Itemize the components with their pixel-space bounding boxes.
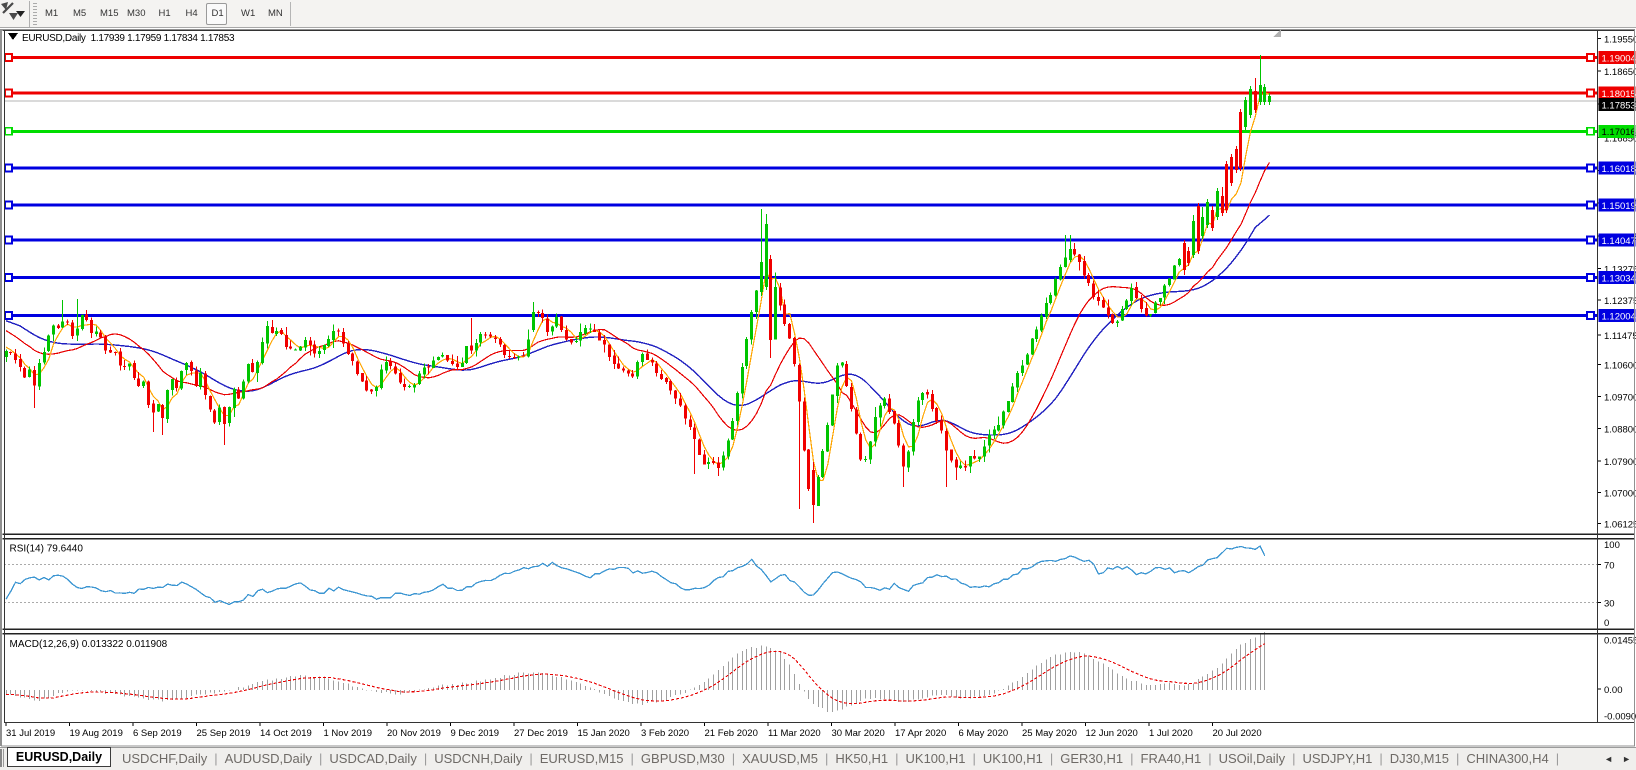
svg-text:1.07000: 1.07000 bbox=[1604, 489, 1636, 500]
svg-text:6 May 2020: 6 May 2020 bbox=[959, 728, 1009, 739]
svg-text:1.16018: 1.16018 bbox=[1602, 164, 1636, 175]
svg-text:1 Nov 2019: 1 Nov 2019 bbox=[324, 728, 373, 739]
svg-text:1.10600: 1.10600 bbox=[1604, 361, 1636, 372]
svg-text:20 Jul 2020: 20 Jul 2020 bbox=[1213, 728, 1262, 739]
svg-text:14 Oct 2019: 14 Oct 2019 bbox=[260, 728, 312, 739]
svg-text:31 Jul 2019: 31 Jul 2019 bbox=[6, 728, 55, 739]
svg-text:25 Sep 2019: 25 Sep 2019 bbox=[197, 728, 251, 739]
svg-text:0.014558: 0.014558 bbox=[1604, 636, 1636, 647]
svg-text:0: 0 bbox=[1604, 618, 1609, 629]
svg-text:1.12375: 1.12375 bbox=[1604, 296, 1636, 307]
svg-text:1.15019: 1.15019 bbox=[1602, 201, 1636, 212]
svg-text:30: 30 bbox=[1604, 599, 1615, 610]
svg-text:1 Jul 2020: 1 Jul 2020 bbox=[1149, 728, 1193, 739]
svg-text:RSI(14) 79.6440: RSI(14) 79.6440 bbox=[10, 544, 84, 555]
svg-text:19 Aug 2019: 19 Aug 2019 bbox=[70, 728, 123, 739]
svg-text:12 Jun 2020: 12 Jun 2020 bbox=[1086, 728, 1138, 739]
svg-text:1.09700: 1.09700 bbox=[1604, 393, 1636, 404]
svg-text:27 Dec 2019: 27 Dec 2019 bbox=[514, 728, 568, 739]
svg-text:-0.00900: -0.00900 bbox=[1604, 711, 1636, 722]
svg-text:1.14047: 1.14047 bbox=[1602, 236, 1636, 247]
svg-text:30 Mar 2020: 30 Mar 2020 bbox=[832, 728, 885, 739]
svg-text:15 Jan 2020: 15 Jan 2020 bbox=[578, 728, 630, 739]
svg-text:100: 100 bbox=[1604, 540, 1620, 551]
svg-text:1.13034: 1.13034 bbox=[1602, 273, 1636, 284]
svg-text:1.16850: 1.16850 bbox=[1604, 134, 1636, 145]
svg-text:MACD(12,26,9) 0.013322 0.01190: MACD(12,26,9) 0.013322 0.011908 bbox=[10, 639, 168, 650]
svg-text:1.17016: 1.17016 bbox=[1602, 127, 1636, 138]
svg-text:1.08800: 1.08800 bbox=[1604, 425, 1636, 436]
svg-text:6 Sep 2019: 6 Sep 2019 bbox=[133, 728, 182, 739]
svg-text:0.00: 0.00 bbox=[1604, 685, 1623, 696]
svg-text:1.19550: 1.19550 bbox=[1604, 35, 1636, 46]
svg-text:17 Apr 2020: 17 Apr 2020 bbox=[895, 728, 946, 739]
svg-text:1.06125: 1.06125 bbox=[1604, 520, 1636, 531]
svg-text:11 Mar 2020: 11 Mar 2020 bbox=[768, 728, 821, 739]
svg-text:25 May 2020: 25 May 2020 bbox=[1022, 728, 1077, 739]
svg-text:1.17853: 1.17853 bbox=[1602, 100, 1636, 111]
svg-text:1.18650: 1.18650 bbox=[1604, 67, 1636, 78]
svg-text:70: 70 bbox=[1604, 561, 1615, 572]
svg-text:1.18015: 1.18015 bbox=[1602, 89, 1636, 100]
svg-text:3 Feb 2020: 3 Feb 2020 bbox=[641, 728, 689, 739]
svg-text:1.11475: 1.11475 bbox=[1604, 331, 1636, 342]
svg-text:1.07900: 1.07900 bbox=[1604, 457, 1636, 468]
svg-text:1.12004: 1.12004 bbox=[1602, 311, 1636, 322]
svg-text:20 Nov 2019: 20 Nov 2019 bbox=[387, 728, 441, 739]
svg-text:9 Dec 2019: 9 Dec 2019 bbox=[451, 728, 500, 739]
svg-text:1.13275: 1.13275 bbox=[1604, 265, 1636, 276]
svg-text:21 Feb 2020: 21 Feb 2020 bbox=[705, 728, 758, 739]
svg-text:EURUSD,Daily 1.17939 1.17959: EURUSD,Daily 1.17939 1.17959 1.17834 1.1… bbox=[22, 33, 235, 44]
svg-text:1.19004: 1.19004 bbox=[1602, 53, 1636, 64]
